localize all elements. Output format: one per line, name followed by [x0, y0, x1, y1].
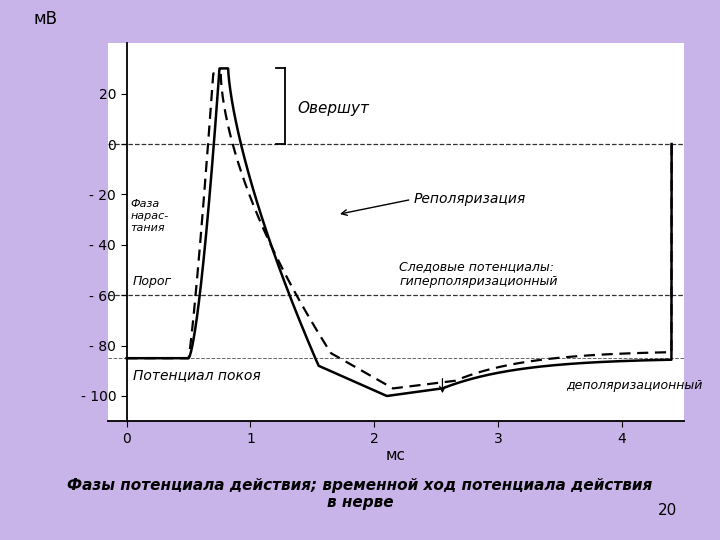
Text: Фазы потенциала действия; временной ход потенциала действия
в нерве: Фазы потенциала действия; временной ход … — [68, 478, 652, 510]
Text: Фаза
нарас-
тания: Фаза нарас- тания — [130, 199, 168, 233]
X-axis label: мс: мс — [386, 448, 406, 463]
Text: Порог: Порог — [132, 275, 172, 288]
Text: мВ: мВ — [33, 10, 57, 28]
Text: 20: 20 — [657, 503, 677, 518]
Text: Реполяризация: Реполяризация — [414, 192, 526, 206]
Text: Овершут: Овершут — [297, 101, 369, 116]
Text: деполяризационный: деполяризационный — [567, 380, 703, 393]
Text: Потенциал покоя: Потенциал покоя — [132, 368, 261, 382]
Text: Следовые потенциалы:
гиперполяризационный: Следовые потенциалы: гиперполяризационны… — [399, 260, 557, 288]
